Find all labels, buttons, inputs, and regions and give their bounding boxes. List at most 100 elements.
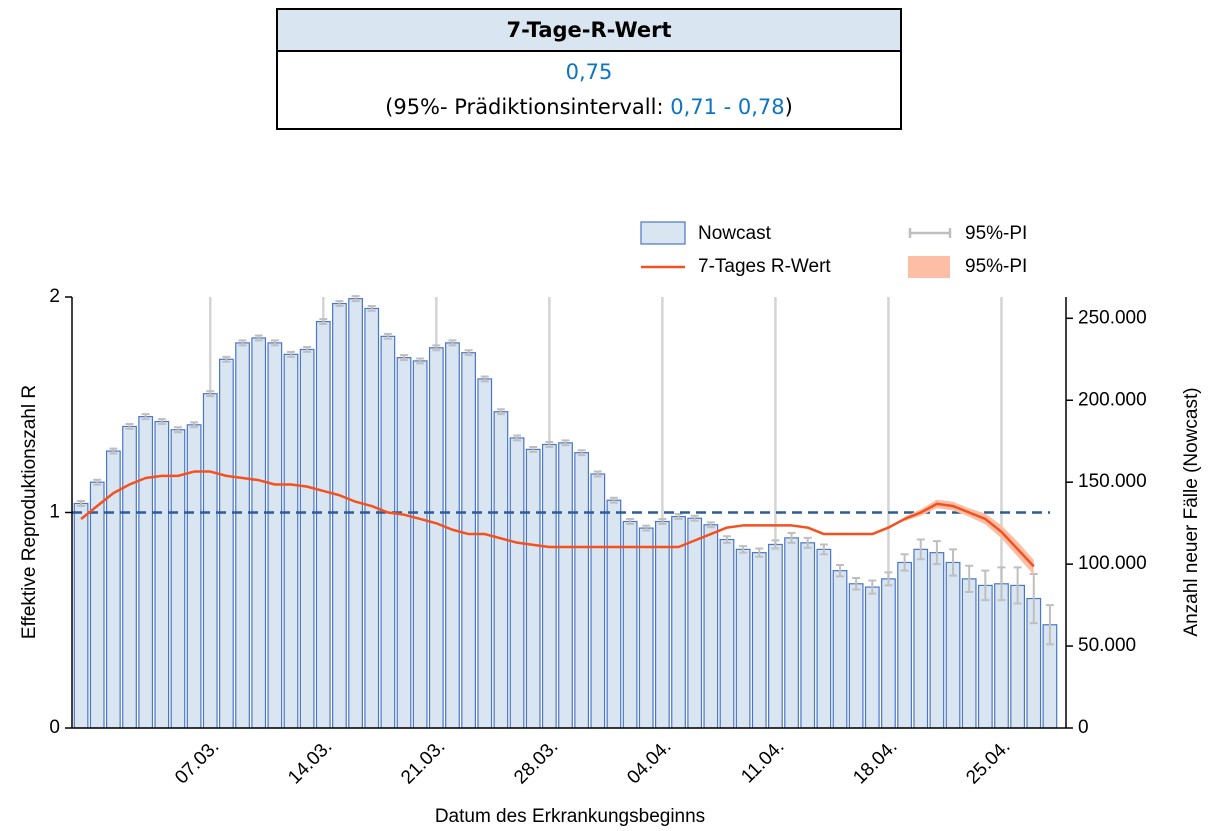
error-bar	[496, 408, 505, 416]
x-tick-label: 07.03.	[171, 736, 223, 788]
error-bar	[141, 413, 150, 421]
bar	[380, 335, 396, 729]
error-bar	[206, 390, 215, 398]
bar	[509, 437, 525, 729]
error-bar	[981, 569, 990, 602]
error-bar	[997, 566, 1006, 602]
bar	[412, 360, 428, 729]
error-bar	[771, 539, 780, 550]
error-bar	[674, 513, 683, 521]
bar	[832, 570, 848, 729]
bar	[445, 342, 460, 729]
x-tick-label: 11.04.	[737, 736, 788, 787]
bar	[864, 586, 880, 729]
error-bar	[949, 548, 958, 577]
error-bar	[900, 553, 909, 572]
bar	[848, 583, 864, 729]
error-bar	[722, 535, 731, 544]
error-bar	[593, 470, 602, 478]
error-bar	[545, 441, 554, 448]
bar	[816, 548, 832, 729]
bar	[622, 520, 638, 729]
error-bar	[609, 496, 618, 504]
bar	[251, 337, 267, 729]
error-bar	[254, 334, 263, 342]
r-value: 0,75	[565, 60, 613, 84]
y-axis-title: Effektive Reproduktionszahl R	[19, 385, 40, 639]
error-bar	[222, 355, 231, 363]
error-bar	[286, 350, 295, 358]
error-bar	[561, 439, 570, 447]
error-bar	[109, 447, 118, 455]
bar	[138, 416, 154, 729]
interval-prefix: (95%- Prädiktionsintervall:	[385, 95, 671, 119]
error-bar	[400, 354, 409, 362]
bar	[945, 561, 961, 729]
bar	[122, 425, 137, 729]
error-bar	[642, 524, 651, 532]
bar	[994, 583, 1009, 729]
bar	[913, 548, 929, 729]
error-bar	[157, 418, 166, 426]
error-bar	[383, 332, 392, 340]
bar	[703, 524, 719, 729]
error-bar	[658, 518, 667, 525]
x-tick-label: 25.04.	[962, 736, 1014, 788]
y-tick-label: 2	[49, 286, 60, 307]
error-bar	[77, 500, 86, 507]
error-bar	[803, 536, 812, 549]
error-bar	[432, 344, 441, 352]
x-tick-label: 18.04.	[849, 736, 901, 788]
bar	[461, 352, 476, 729]
y2-tick-label: 250.000	[1078, 307, 1147, 328]
interval: 0,71 - 0,78	[670, 95, 785, 119]
bar	[299, 348, 315, 729]
bar	[1010, 584, 1026, 729]
y2-axis-title: Anzahl neuer Fälle (Nowcast)	[1181, 387, 1202, 636]
bar	[719, 538, 735, 729]
error-bar	[238, 339, 247, 347]
error-bar	[852, 577, 861, 591]
error-bar	[626, 518, 635, 525]
legend-label: 7-Tages R-Wert	[698, 256, 831, 277]
error-bar	[173, 426, 182, 434]
legend-label: 95%-PI	[965, 256, 1027, 277]
error-bar	[932, 540, 941, 566]
error-bar	[884, 571, 893, 587]
error-bar	[448, 339, 457, 347]
bar	[73, 502, 89, 729]
error-bar	[706, 521, 715, 529]
bar	[235, 342, 250, 729]
error-bar	[480, 375, 489, 383]
bar	[961, 578, 977, 729]
y-tick-label: 0	[49, 717, 60, 738]
y-tick-label: 1	[49, 502, 60, 523]
bar	[493, 411, 509, 729]
x-tick-label: 04.04.	[623, 736, 675, 788]
line	[80, 470, 1035, 568]
bar	[655, 520, 670, 729]
bar	[751, 552, 767, 729]
table-row: (95%- Prädiktionsintervall: 0,71 - 0,78)	[278, 92, 900, 128]
error-bar	[819, 543, 828, 556]
error-bar	[303, 345, 312, 353]
legend-label: 95%-PI	[965, 223, 1027, 244]
bar	[186, 424, 202, 729]
error-bar	[1029, 572, 1038, 625]
legend-label: Nowcast	[698, 223, 772, 244]
y2-tick-label: 150.000	[1078, 471, 1147, 492]
x-tick-label: 28.03.	[510, 736, 562, 788]
error-bar	[868, 579, 877, 595]
bar	[897, 561, 912, 729]
legend-swatch	[908, 228, 952, 238]
table-title: 7-Tage-R-Wert	[278, 10, 900, 52]
bar	[638, 527, 654, 729]
bar	[154, 420, 170, 729]
error-bar	[755, 547, 764, 558]
bar	[735, 548, 751, 729]
bar	[541, 443, 557, 729]
bar	[558, 442, 573, 729]
bar	[800, 542, 816, 729]
bar	[671, 515, 686, 729]
